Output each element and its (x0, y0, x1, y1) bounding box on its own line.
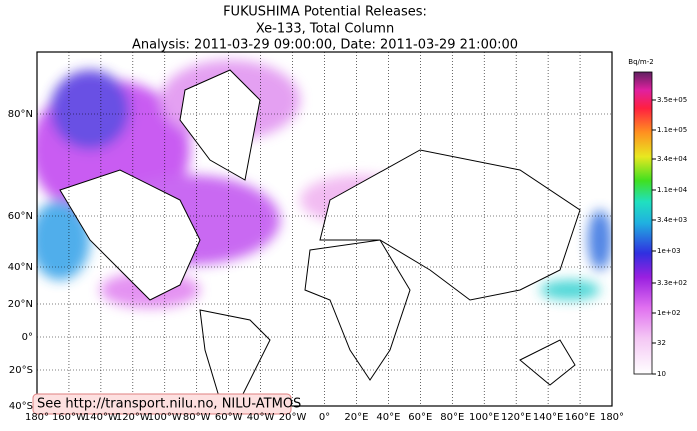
continent (519, 339, 576, 386)
lat-label: 0° (22, 332, 33, 343)
colorbar-label: 1.1e+04 (657, 186, 688, 194)
map-area (37, 52, 612, 406)
colorbar-label: 3.5e+05 (657, 96, 687, 104)
lon-label: 180° (25, 412, 49, 423)
lon-label: 80°W (183, 412, 211, 423)
title-line: Xe-133, Total Column (256, 22, 394, 37)
colorbar-label: 3.3e+02 (657, 279, 687, 287)
lon-label: 40°E (376, 412, 400, 423)
colorbar-unit: Bq/m-2 (628, 58, 653, 66)
lon-label: 80°E (440, 412, 464, 423)
continent (179, 69, 261, 181)
lon-label: 20°E (344, 412, 368, 423)
lon-label: 180° (600, 412, 624, 423)
lon-label: 140°E (533, 412, 563, 423)
colorbar-label: 1e+02 (657, 309, 681, 317)
lon-label: 60°W (215, 412, 243, 423)
colorbar-label: 3.4e+04 (657, 155, 688, 163)
continent (304, 239, 411, 381)
colorbar-label: 3.4e+03 (657, 216, 687, 224)
lat-label: 20°N (8, 299, 33, 310)
lon-label: 120°E (501, 412, 531, 423)
lat-label: 40°S (9, 401, 33, 412)
colorbar (633, 71, 653, 375)
lon-label: 160°E (565, 412, 595, 423)
lon-label: 100°W (148, 412, 182, 423)
lat-label: 60°N (8, 211, 33, 222)
lon-label: 160°W (52, 412, 86, 423)
lon-label: 40°W (247, 412, 275, 423)
lat-label: 80°N (8, 109, 33, 120)
note: See http://transport.nilu.no, NILU-ATMOS (37, 397, 301, 412)
lon-label: 140°W (84, 412, 118, 423)
lon-label: 60°E (408, 412, 432, 423)
lon-label: 0° (319, 412, 330, 423)
note-box (32, 393, 292, 415)
map-frame (36, 51, 613, 407)
title-line: Analysis: 2011-03-29 09:00:00, Date: 201… (132, 38, 518, 53)
colorbar-label: 10 (657, 370, 666, 378)
continent (319, 149, 581, 301)
title-line: FUKUSHIMA Potential Releases: (223, 5, 427, 20)
lon-label: 100°E (469, 412, 499, 423)
lat-label: 40°N (8, 262, 33, 273)
colorbar-label: 1e+03 (657, 247, 681, 255)
lat-label: 20°S (9, 365, 33, 376)
lon-label: 20°W (279, 412, 307, 423)
lon-label: 120°W (116, 412, 150, 423)
colorbar-label: 32 (657, 339, 666, 347)
colorbar-label: 1.1e+05 (657, 126, 687, 134)
